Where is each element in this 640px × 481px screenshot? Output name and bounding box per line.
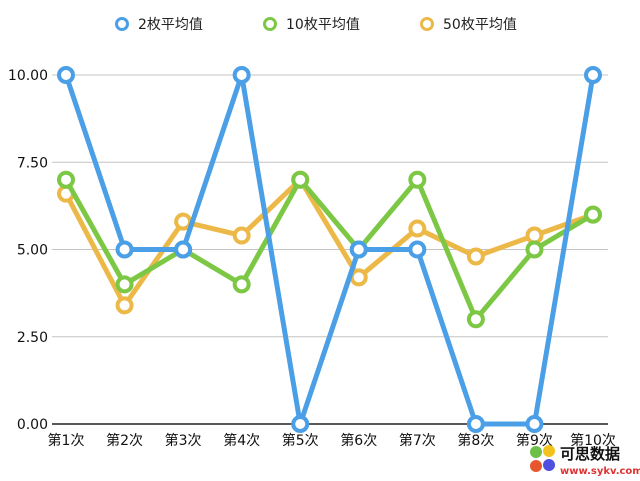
series-point [466, 310, 485, 329]
series-point [174, 240, 193, 259]
x-tick-label: 第5次 [282, 432, 319, 449]
legend-label: 50枚平均值 [443, 17, 517, 33]
series-point [174, 212, 193, 231]
logo-dot-yellow [543, 445, 555, 457]
x-axis-ticks: 第1次 第2次 第3次 第4次 第5次 第6次 第7次 第8次 第9次 第10次 [48, 432, 616, 449]
series-point [232, 66, 251, 84]
x-tick-label: 第2次 [106, 432, 143, 449]
series-point [349, 268, 368, 287]
watermark-logo: 可思数据 www.sykv.com [530, 445, 640, 477]
series-point [291, 415, 310, 433]
legend-label: 10枚平均值 [286, 17, 360, 33]
x-tick-label: 第9次 [516, 432, 553, 449]
series-line [63, 72, 596, 427]
y-axis-ticks: 0.00 2.50 5.00 7.50 10.00 [8, 68, 48, 433]
series-point [115, 275, 134, 294]
series-line [63, 177, 596, 308]
x-tick-label: 第10次 [570, 432, 616, 449]
series-point [57, 66, 75, 84]
series-point [525, 240, 544, 259]
logo-dot-blue [543, 459, 555, 471]
series-point [115, 296, 134, 315]
y-tick-label: 2.50 [17, 330, 48, 346]
logo-dot-red [530, 460, 542, 472]
legend-marker [263, 17, 277, 31]
series-point [408, 170, 427, 189]
watermark-title: 可思数据 [560, 445, 620, 463]
series-point [584, 205, 602, 224]
series-point [408, 219, 427, 238]
series-point [525, 415, 544, 433]
legend: 2枚平均值 10枚平均值 50枚平均值 [115, 17, 517, 33]
y-tick-label: 5.00 [17, 243, 48, 259]
legend-label: 2枚平均值 [138, 17, 203, 33]
series-point [408, 240, 427, 259]
series-group [57, 66, 602, 433]
legend-marker [420, 17, 434, 31]
series-point [232, 226, 251, 245]
series-point [466, 247, 485, 266]
series-point [291, 170, 310, 189]
x-tick-label: 第3次 [165, 432, 202, 449]
legend-marker [115, 17, 129, 31]
x-tick-label: 第4次 [223, 432, 260, 449]
series-point [115, 240, 134, 259]
series-point [232, 275, 251, 294]
series-point [584, 66, 602, 84]
y-tick-label: 7.50 [17, 155, 48, 171]
series-point [57, 170, 75, 189]
watermark-url: www.sykv.com [560, 466, 640, 477]
x-tick-label: 第7次 [399, 432, 436, 449]
x-tick-label: 第8次 [457, 432, 494, 449]
x-tick-label: 第6次 [340, 432, 377, 449]
series-point [349, 240, 368, 259]
series-point [525, 226, 544, 245]
series-line [63, 177, 596, 322]
x-tick-label: 第1次 [48, 432, 85, 449]
y-tick-label: 0.00 [17, 417, 48, 433]
series-point [466, 415, 485, 433]
logo-dot-green [530, 446, 542, 458]
y-tick-label: 10.00 [8, 68, 48, 84]
